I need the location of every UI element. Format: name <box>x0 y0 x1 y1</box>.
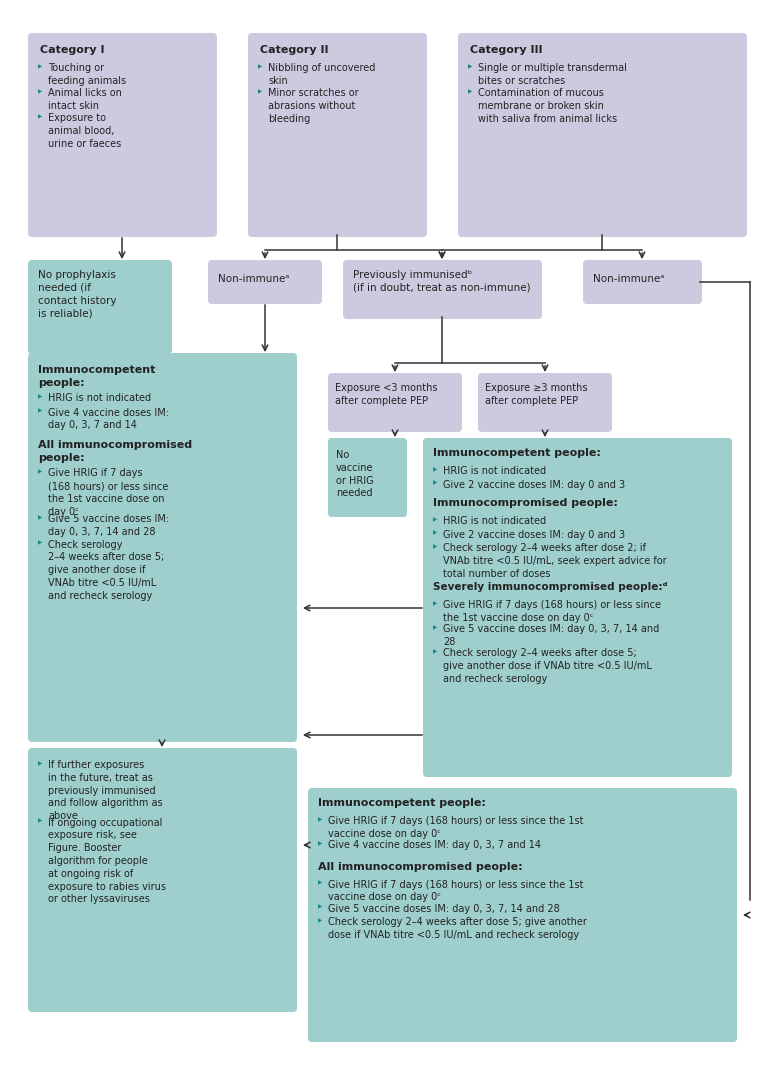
Text: ▶: ▶ <box>258 64 262 70</box>
Text: Non-immuneᵃ: Non-immuneᵃ <box>593 274 664 285</box>
Text: ▶: ▶ <box>433 544 437 550</box>
Text: ▶: ▶ <box>318 881 323 885</box>
Text: ▶: ▶ <box>318 905 323 909</box>
Text: Give 4 vaccine doses IM: day 0, 3, 7 and 14: Give 4 vaccine doses IM: day 0, 3, 7 and… <box>328 839 541 850</box>
Text: Give 5 vaccine doses IM: day 0, 3, 7, 14 and
28: Give 5 vaccine doses IM: day 0, 3, 7, 14… <box>443 624 659 647</box>
Text: Give HRIG if 7 days (168 hours) or less since
the 1st vaccine dose on day 0ᶜ: Give HRIG if 7 days (168 hours) or less … <box>443 601 661 623</box>
Text: ▶: ▶ <box>433 480 437 485</box>
Text: ▶: ▶ <box>258 89 262 94</box>
FancyBboxPatch shape <box>28 353 297 742</box>
Text: Category III: Category III <box>470 45 542 55</box>
Text: Touching or
feeding animals: Touching or feeding animals <box>48 63 126 86</box>
Text: ▶: ▶ <box>38 114 42 119</box>
Text: If further exposures
in the future, treat as
previously immunised
and follow alg: If further exposures in the future, trea… <box>48 760 163 821</box>
Text: Check serology 2–4 weeks after dose 5;
give another dose if VNAb titre <0.5 IU/m: Check serology 2–4 weeks after dose 5; g… <box>443 648 652 684</box>
Text: Give HRIG if 7 days (168 hours) or less since the 1st
vaccine dose on day 0ᶜ: Give HRIG if 7 days (168 hours) or less … <box>328 880 584 902</box>
Text: If ongoing occupational
exposure risk, see
Figure. Booster
algorithm for people
: If ongoing occupational exposure risk, s… <box>48 818 166 905</box>
Text: ▶: ▶ <box>318 918 323 923</box>
Text: Nibbling of uncovered
skin: Nibbling of uncovered skin <box>268 63 376 86</box>
FancyBboxPatch shape <box>28 748 297 1012</box>
Text: Exposure ≥3 months
after complete PEP: Exposure ≥3 months after complete PEP <box>485 383 588 406</box>
FancyBboxPatch shape <box>423 438 732 776</box>
Text: ▶: ▶ <box>433 626 437 631</box>
Text: ▶: ▶ <box>38 761 42 766</box>
Text: Give 5 vaccine doses IM:
day 0, 3, 7, 14 and 28: Give 5 vaccine doses IM: day 0, 3, 7, 14… <box>48 515 169 538</box>
FancyBboxPatch shape <box>478 372 612 432</box>
Text: HRIG is not indicated: HRIG is not indicated <box>48 393 151 403</box>
FancyBboxPatch shape <box>208 260 322 304</box>
Text: Category I: Category I <box>40 45 104 55</box>
Text: ▶: ▶ <box>433 467 437 472</box>
FancyBboxPatch shape <box>583 260 702 304</box>
Text: Immunocompetent people:: Immunocompetent people: <box>318 798 486 808</box>
FancyBboxPatch shape <box>308 788 737 1041</box>
Text: ▶: ▶ <box>38 89 42 94</box>
Text: ▶: ▶ <box>468 89 472 94</box>
Text: Give 4 vaccine doses IM:
day 0, 3, 7 and 14: Give 4 vaccine doses IM: day 0, 3, 7 and… <box>48 407 169 430</box>
Text: ▶: ▶ <box>38 541 42 545</box>
Text: ▶: ▶ <box>433 530 437 535</box>
Text: ▶: ▶ <box>38 819 42 823</box>
FancyBboxPatch shape <box>328 372 462 432</box>
Text: ▶: ▶ <box>38 516 42 520</box>
Text: Contamination of mucous
membrane or broken skin
with saliva from animal licks: Contamination of mucous membrane or brok… <box>478 88 617 124</box>
Text: Check serology 2–4 weeks after dose 5; give another
dose if VNAb titre <0.5 IU/m: Check serology 2–4 weeks after dose 5; g… <box>328 917 587 939</box>
Text: HRIG is not indicated: HRIG is not indicated <box>443 516 546 526</box>
Text: No
vaccine
or HRIG
needed: No vaccine or HRIG needed <box>336 450 373 498</box>
Text: HRIG is not indicated: HRIG is not indicated <box>443 466 546 476</box>
Text: Give 5 vaccine doses IM: day 0, 3, 7, 14 and 28: Give 5 vaccine doses IM: day 0, 3, 7, 14… <box>328 904 560 913</box>
Text: Non-immuneᵃ: Non-immuneᵃ <box>218 274 290 285</box>
Text: ▶: ▶ <box>38 394 42 399</box>
FancyBboxPatch shape <box>343 260 542 319</box>
Text: Minor scratches or
abrasions without
bleeding: Minor scratches or abrasions without ble… <box>268 88 359 124</box>
Text: Animal licks on
intact skin: Animal licks on intact skin <box>48 88 122 111</box>
Text: ▶: ▶ <box>318 841 323 846</box>
Text: No prophylaxis
needed (if
contact history
is reliable): No prophylaxis needed (if contact histor… <box>38 270 117 318</box>
Text: All immunocompromised
people:: All immunocompromised people: <box>38 441 192 464</box>
Text: Give 2 vaccine doses IM: day 0 and 3: Give 2 vaccine doses IM: day 0 and 3 <box>443 530 625 540</box>
Text: Immunocompetent
people:: Immunocompetent people: <box>38 365 155 388</box>
Text: ▶: ▶ <box>38 469 42 475</box>
Text: ▶: ▶ <box>468 64 472 70</box>
FancyBboxPatch shape <box>458 33 747 237</box>
Text: Immunocompromised people:: Immunocompromised people: <box>433 498 618 508</box>
Text: Give HRIG if 7 days
(168 hours) or less since
the 1st vaccine dose on
day 0ᶜ: Give HRIG if 7 days (168 hours) or less … <box>48 468 168 517</box>
Text: ▶: ▶ <box>318 817 323 822</box>
FancyBboxPatch shape <box>28 260 172 354</box>
Text: Single or multiple transdermal
bites or scratches: Single or multiple transdermal bites or … <box>478 63 627 86</box>
Text: ▶: ▶ <box>433 517 437 522</box>
FancyBboxPatch shape <box>28 33 217 237</box>
FancyBboxPatch shape <box>328 438 407 517</box>
Text: ▶: ▶ <box>433 602 437 606</box>
Text: Give HRIG if 7 days (168 hours) or less since the 1st
vaccine dose on day 0ᶜ: Give HRIG if 7 days (168 hours) or less … <box>328 816 584 838</box>
Text: Exposure to
animal blood,
urine or faeces: Exposure to animal blood, urine or faece… <box>48 113 121 149</box>
Text: ▶: ▶ <box>38 408 42 414</box>
Text: Immunocompetent people:: Immunocompetent people: <box>433 449 601 458</box>
Text: Category II: Category II <box>260 45 329 55</box>
FancyBboxPatch shape <box>248 33 427 237</box>
Text: ▶: ▶ <box>433 649 437 655</box>
Text: Previously immunisedᵇ
(if in doubt, treat as non-immune): Previously immunisedᵇ (if in doubt, trea… <box>353 270 531 293</box>
Text: ▶: ▶ <box>38 64 42 70</box>
Text: Severely immunocompromised people:ᵈ: Severely immunocompromised people:ᵈ <box>433 582 667 593</box>
Text: Exposure <3 months
after complete PEP: Exposure <3 months after complete PEP <box>335 383 438 406</box>
Text: Check serology 2–4 weeks after dose 2; if
VNAb titre <0.5 IU/mL, seek expert adv: Check serology 2–4 weeks after dose 2; i… <box>443 543 667 579</box>
Text: Give 2 vaccine doses IM: day 0 and 3: Give 2 vaccine doses IM: day 0 and 3 <box>443 480 625 490</box>
Text: Check serology
2–4 weeks after dose 5;
give another dose if
VNAb titre <0.5 IU/m: Check serology 2–4 weeks after dose 5; g… <box>48 540 164 601</box>
Text: All immunocompromised people:: All immunocompromised people: <box>318 861 523 871</box>
